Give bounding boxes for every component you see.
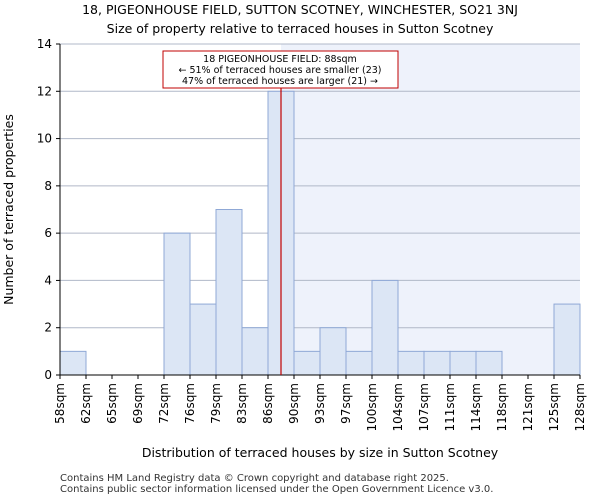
x-tick-label: 111sqm [443, 383, 457, 431]
annotation-box [162, 50, 399, 89]
x-tick-label: 114sqm [469, 383, 483, 431]
histogram-chart: 0 2 4 6 8 10 12 14 58sqm 62sqm 65sqm 69sqm 72sqm 76sq… [1, 37, 587, 460]
histogram-bar [189, 303, 217, 376]
x-tick-label: 72sqm [157, 383, 171, 424]
histogram-bar [423, 350, 451, 376]
x-tick-label: 79sqm [209, 383, 223, 424]
larger-region-shade [281, 44, 580, 375]
chart-title-line1: 18, PIGEONHOUSE FIELD, SUTTON SCOTNEY, W… [82, 2, 518, 17]
histogram-bar [371, 279, 399, 376]
x-tick-label: 83sqm [235, 383, 249, 424]
histogram-bar [449, 350, 477, 376]
y-axis-title: Number of terraced properties [1, 114, 16, 305]
x-tick-label: 107sqm [417, 383, 431, 431]
footer-line2: Contains public sector information licen… [60, 484, 494, 495]
histogram-bar [163, 232, 191, 376]
histogram-bar [241, 327, 269, 376]
annotation-larger: 47% of terraced houses are larger (21) → [182, 76, 378, 87]
chart-title-line2: Size of property relative to terraced ho… [106, 21, 494, 36]
y-tick-label: 12 [37, 84, 52, 98]
annotation-title: 18 PIGEONHOUSE FIELD: 88sqm [203, 54, 357, 65]
y-tick-label: 0 [44, 368, 52, 382]
histogram-bar [215, 209, 243, 376]
histogram-bar [59, 350, 87, 376]
x-tick-label: 86sqm [261, 383, 275, 424]
histogram-bar [397, 350, 425, 376]
x-tick-label: 104sqm [391, 383, 405, 431]
y-tick-label: 14 [37, 37, 52, 51]
x-tick-label: 118sqm [495, 383, 509, 431]
x-tick-label: 125sqm [547, 383, 561, 431]
x-tick-label: 128sqm [573, 383, 587, 431]
x-tick-label: 62sqm [79, 383, 93, 424]
footer-line1: Contains HM Land Registry data © Crown c… [60, 473, 449, 484]
x-tick-label: 93sqm [313, 383, 327, 424]
x-tick-label: 100sqm [365, 383, 379, 431]
histogram-bar [319, 327, 347, 376]
x-tick-label: 90sqm [287, 383, 301, 424]
x-tick-label: 76sqm [183, 383, 197, 424]
x-tick-label: 97sqm [339, 383, 353, 424]
x-tick-label: 69sqm [131, 383, 145, 424]
y-tick-label: 8 [44, 179, 52, 193]
y-tick-label: 6 [44, 226, 52, 240]
x-tick-label: 58sqm [53, 383, 67, 424]
y-tick-label: 10 [37, 132, 52, 146]
y-tick-label: 4 [44, 273, 52, 287]
histogram-bar [475, 350, 503, 376]
y-tick-label: 2 [44, 321, 52, 335]
histogram-bar [345, 350, 373, 376]
x-tick-label: 65sqm [105, 383, 119, 424]
histogram-bar [293, 350, 321, 376]
x-axis-title: Distribution of terraced houses by size … [142, 445, 499, 460]
x-tick-label: 121sqm [521, 383, 535, 431]
annotation-smaller: ← 51% of terraced houses are smaller (23… [178, 65, 381, 76]
histogram-bar [553, 303, 581, 376]
